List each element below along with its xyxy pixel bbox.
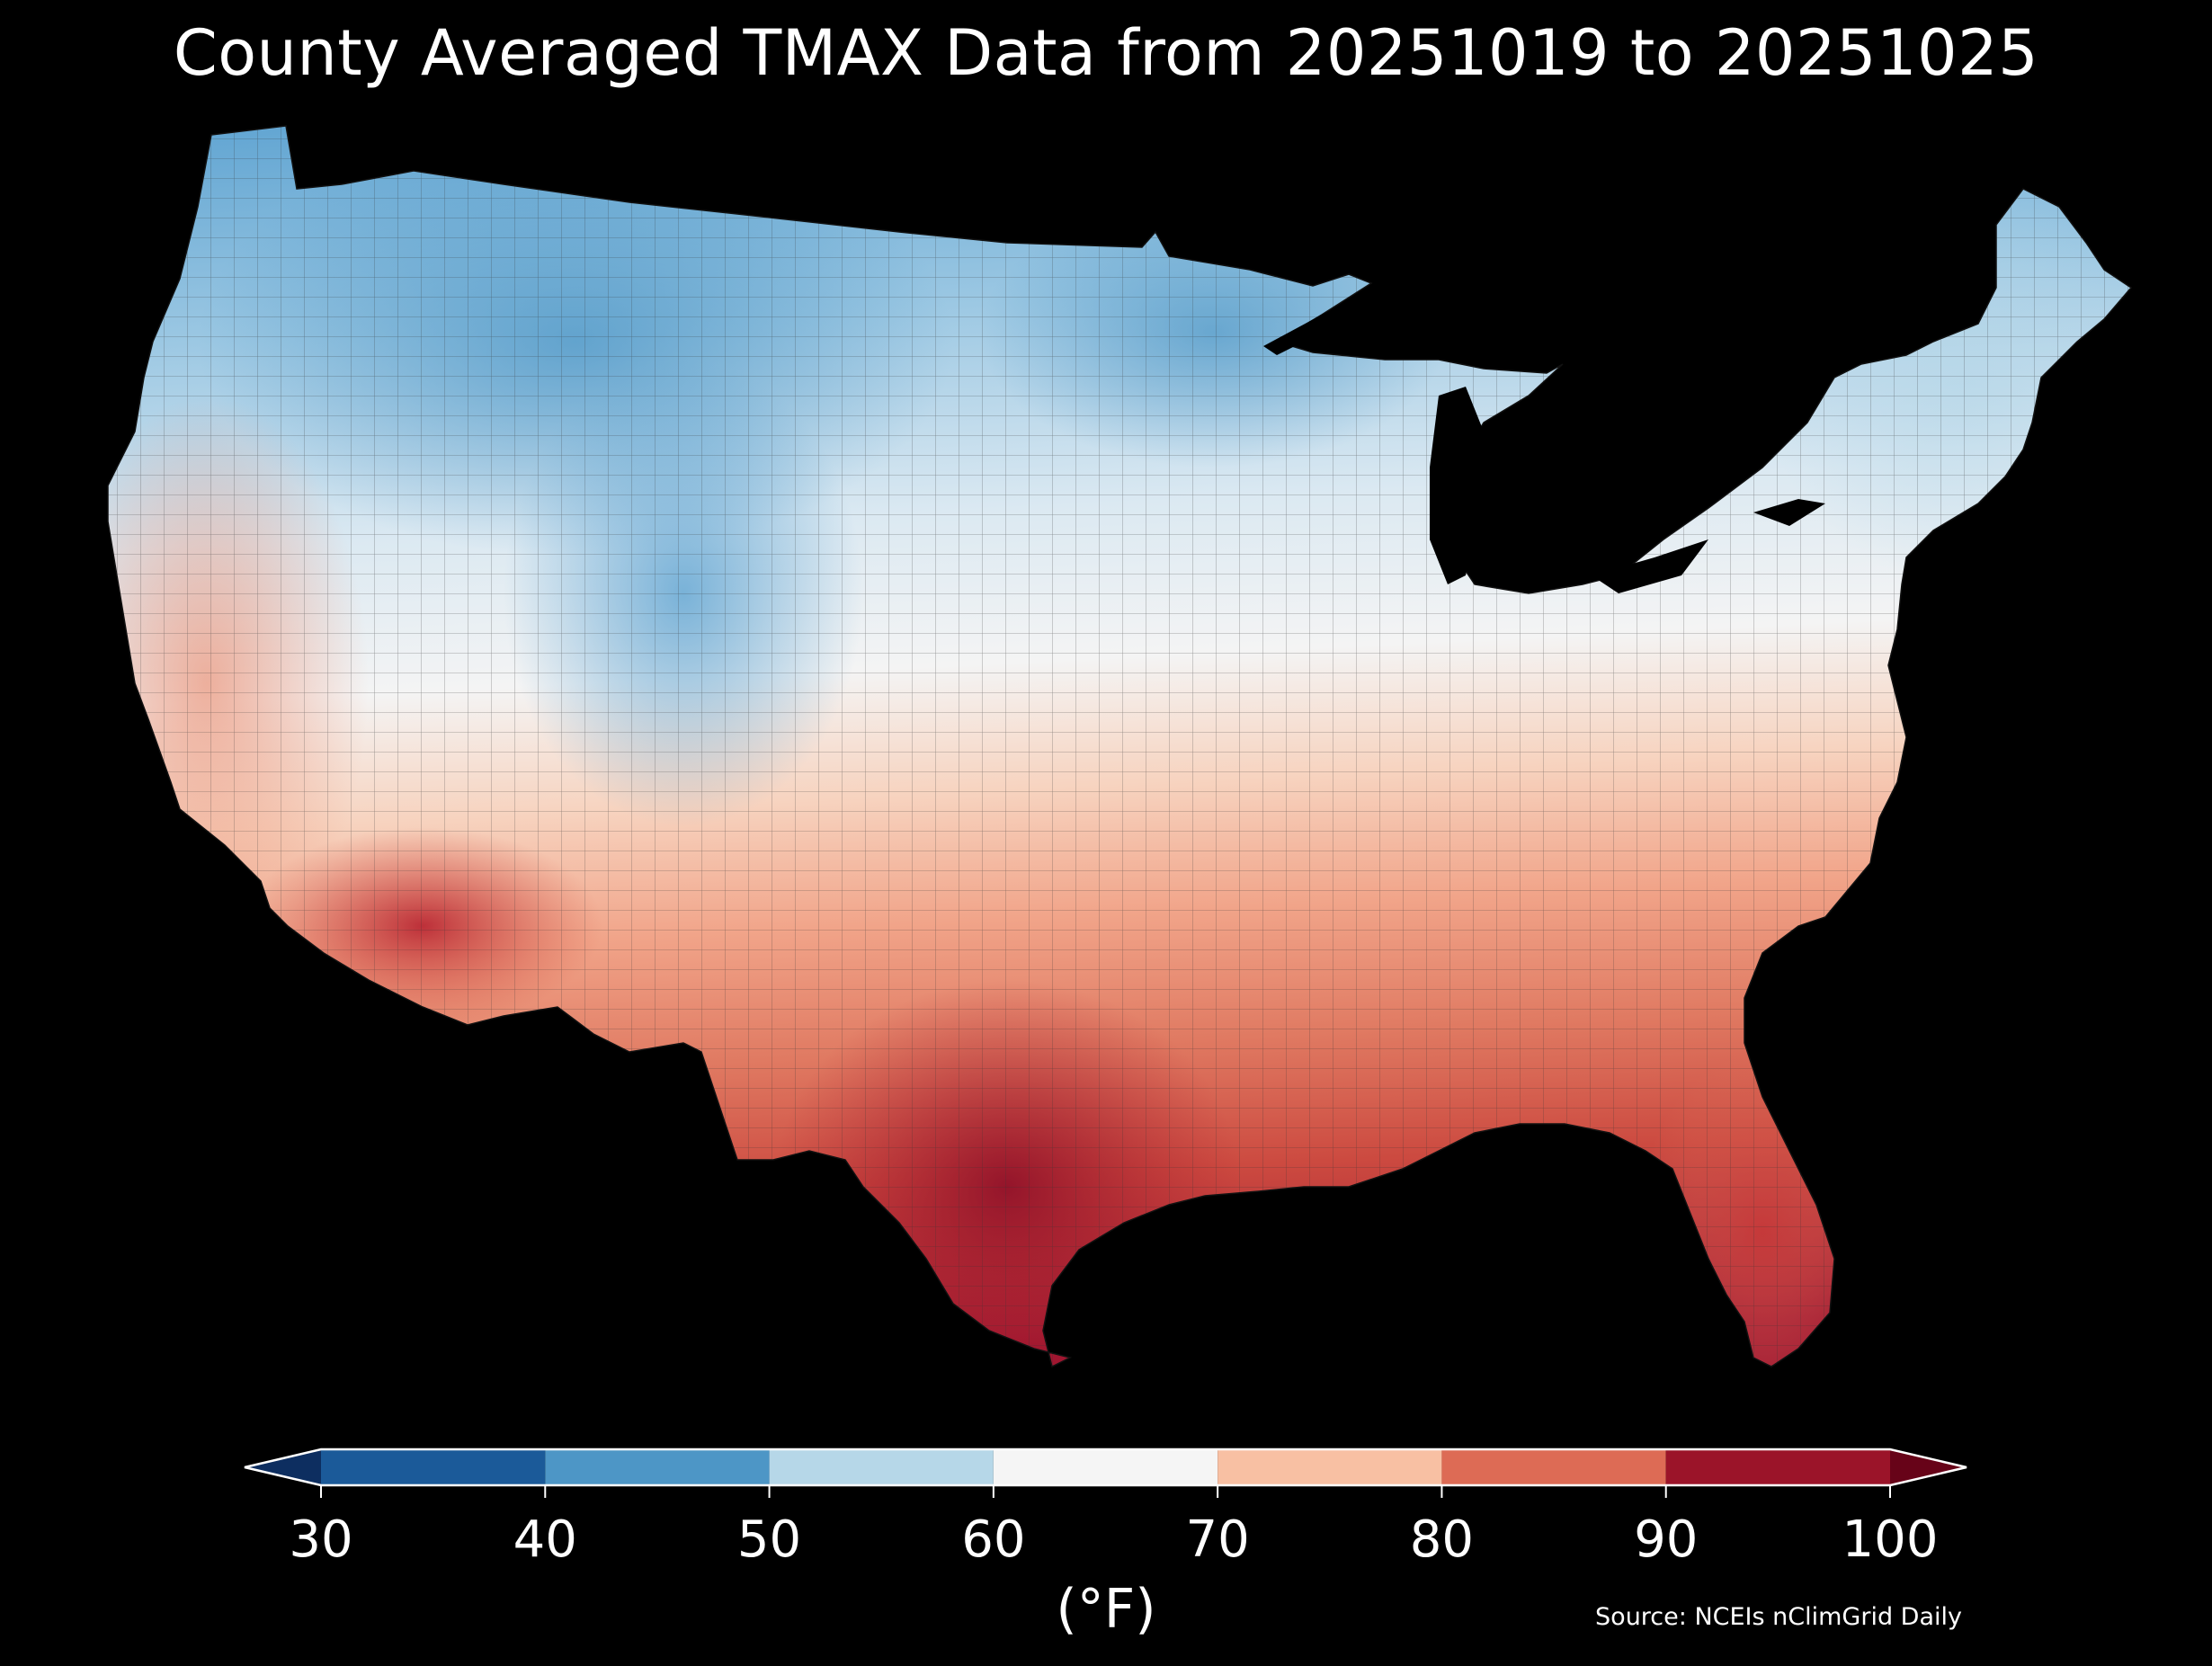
colorbar-tick: 100	[1842, 1510, 1939, 1569]
colorbar-tick: 60	[961, 1510, 1026, 1569]
contiguous-us-map	[108, 126, 2131, 1367]
colorbar-units: (°F)	[1056, 1578, 1156, 1641]
map-title: County Averaged TMAX Data from 20251019 …	[173, 16, 2039, 90]
colorbar-tick: 30	[289, 1510, 353, 1569]
source-label: Source: NCEIs nClimGrid Daily	[1595, 1603, 1962, 1631]
colorbar-tick: 80	[1409, 1510, 1475, 1569]
colorbar-tick: 90	[1634, 1510, 1699, 1569]
colorbar-tick: 70	[1185, 1510, 1250, 1569]
great-lakes	[1263, 297, 1825, 593]
colorbar-tick: 40	[513, 1510, 577, 1569]
colorbar-tick: 50	[736, 1510, 802, 1569]
